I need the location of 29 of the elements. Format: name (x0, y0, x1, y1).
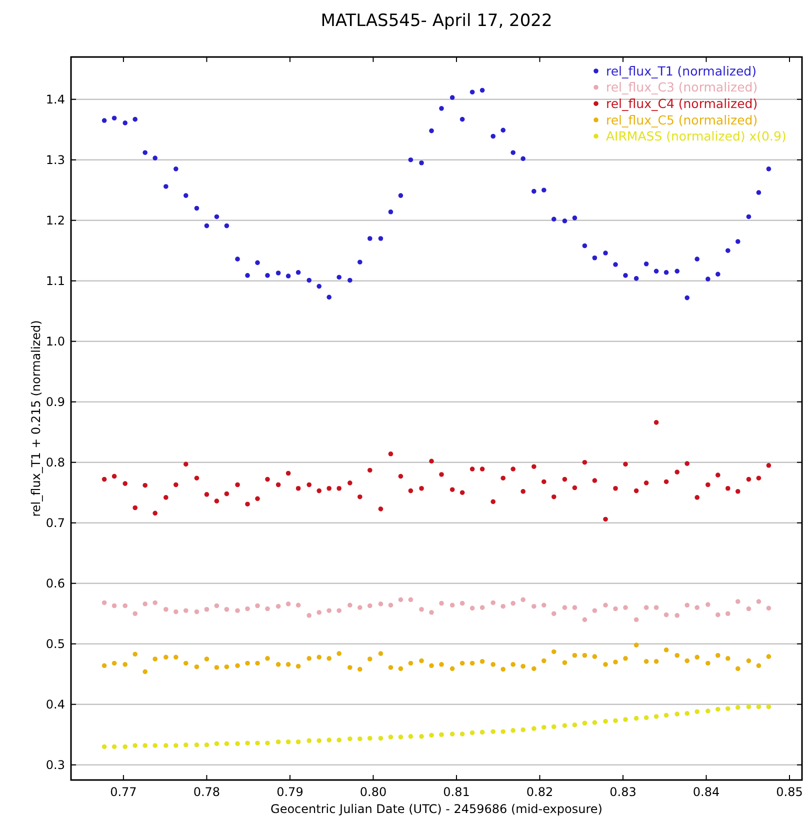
chart-title: MATLAS545- April 17, 2022 (320, 11, 552, 31)
x-tick-label: 0.81 (443, 785, 470, 799)
y-tick-label: 0.3 (46, 758, 65, 772)
y-tick-label: 1.0 (46, 334, 65, 349)
y-tick-label: 1.4 (46, 92, 65, 107)
x-tick-label: 0.79 (276, 785, 304, 799)
legend-label: rel_flux_C5 (normalized) (606, 112, 758, 128)
x-tick-label: 0.84 (692, 785, 720, 799)
x-axis-title: Geocentric Julian Date (UTC) - 2459686 (mid-exposure) (270, 802, 602, 816)
y-tick-label: 1.3 (46, 153, 65, 168)
legend-label: AIRMASS (normalized) x(0.9) (606, 128, 786, 144)
x-tick-label: 0.82 (526, 785, 554, 799)
x-tick-label: 0.80 (360, 785, 387, 799)
y-tick-label: 0.6 (46, 576, 65, 591)
x-tick-label: 0.78 (193, 785, 220, 799)
y-tick-label: 0.8 (46, 456, 65, 470)
y-tick-label: 0.9 (46, 395, 65, 410)
y-tick-label: 0.4 (46, 698, 65, 712)
x-tick-label: 0.83 (610, 785, 636, 799)
legend-label: rel_flux_T1 (normalized) (606, 63, 756, 78)
x-tick-label: 0.77 (110, 785, 137, 799)
y-tick-label: 0.5 (46, 637, 65, 652)
x-tick-label: 0.85 (776, 785, 803, 799)
y-tick-label: 1.2 (46, 214, 65, 228)
legend-label: rel_flux_C4 (normalized) (606, 96, 758, 111)
legend-label: rel_flux_C3 (normalized) (606, 80, 758, 95)
y-tick-label: 0.7 (46, 516, 65, 530)
y-tick-label: 1.1 (46, 274, 65, 288)
y-axis-title: rel_flux_T1 + 0.215 (normalized) (29, 320, 43, 517)
